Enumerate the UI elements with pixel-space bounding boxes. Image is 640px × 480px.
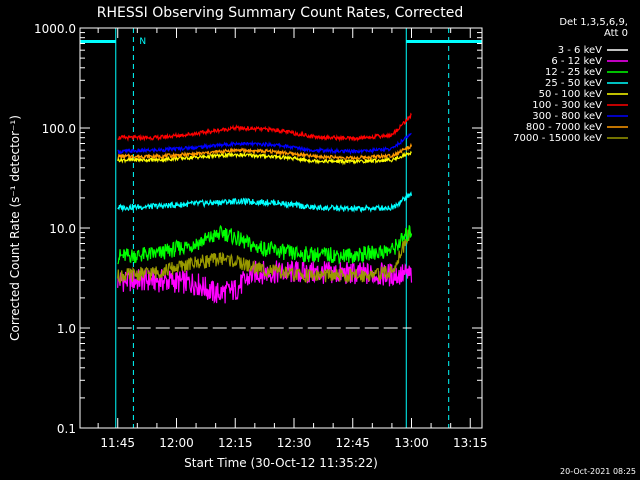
y-tick-label: 0.1 [57,422,76,436]
x-tick-label: 12:45 [335,436,370,450]
series-line-25-50kev [117,191,413,213]
plot-area: N [79,28,483,428]
series-line-50-100kev [117,150,412,166]
legend-entry-label: 50 - 100 keV [539,89,603,100]
y-tick-label: 1000.0 [34,22,76,36]
y-tick-label: 100.0 [42,122,76,136]
timestamp: 20-Oct-2021 08:25 [560,467,636,476]
legend-entry-label: 25 - 50 keV [545,78,602,89]
legend-header: Att 0 [604,28,628,39]
series-line-7000-15000kev [117,228,413,285]
chart-title: RHESSI Observing Summary Count Rates, Co… [97,5,463,21]
x-tick-label: 11:45 [100,436,135,450]
y-axis-label: Corrected Count Rate (s⁻¹ detector⁻¹) [8,115,22,341]
legend-entry-label: 100 - 300 keV [532,100,602,111]
night-interval-bar [406,40,482,43]
series-line-800-7000kev [117,142,413,162]
night-interval-bar [80,40,116,43]
legend-entry-label: 3 - 6 keV [558,45,602,56]
axes: 0.1 1.0 10.0 100.0 1000.0 11:45 12:00 12:15 12:3… [34,22,488,450]
legend-entry-label: 12 - 25 keV [545,67,602,78]
legend-entry-label: 800 - 7000 keV [526,122,602,133]
legend-entry-label: 7000 - 15000 keV [513,133,602,144]
legend-header: Det 1,3,5,6,9, [559,17,628,28]
x-tick-label: 12:15 [218,436,253,450]
series-line-100-300kev [117,112,412,143]
x-tick-label: 13:15 [453,436,488,450]
legend-entry-label: 6 - 12 keV [551,56,602,67]
x-tick-label: 12:30 [277,436,312,450]
legend-entry-label: 300 - 800 keV [532,111,602,122]
x-tick-label: 12:00 [159,436,194,450]
series-line-300-800kev [117,132,412,156]
night-marker-label: N [139,37,146,47]
x-axis-label: Start Time (30-Oct-12 11:35:22) [184,456,378,470]
series-line-12-25kev [117,224,413,265]
x-tick-label: 13:00 [394,436,429,450]
y-tick-label: 1.0 [57,322,76,336]
y-tick-label: 10.0 [49,222,76,236]
